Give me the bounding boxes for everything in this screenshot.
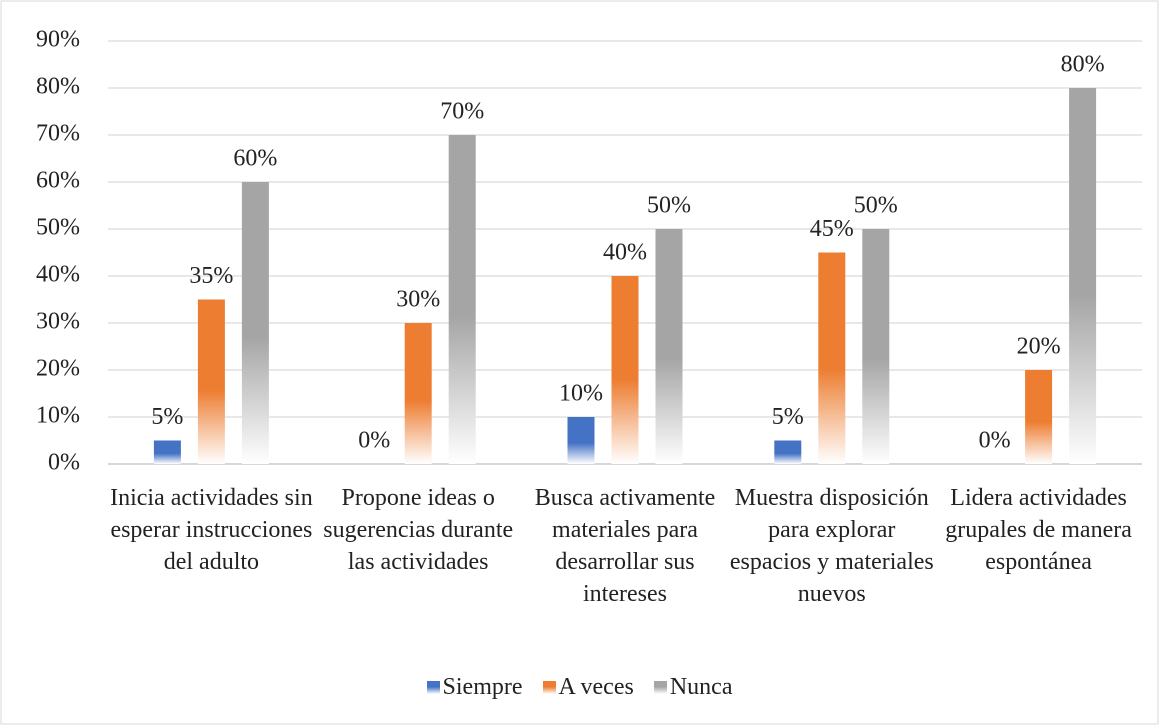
- data-label: 30%: [396, 287, 440, 313]
- data-label: 50%: [854, 193, 898, 219]
- data-label: 20%: [1017, 334, 1061, 360]
- data-label: 45%: [810, 216, 854, 242]
- bar: [1025, 370, 1053, 464]
- bar: [655, 229, 683, 464]
- x-tick-label: Inicia actividades sin esperar instrucci…: [110, 485, 313, 575]
- bar: [774, 440, 802, 464]
- data-label: 35%: [189, 263, 233, 289]
- y-tick-label: 40%: [36, 262, 80, 288]
- y-tick-label: 10%: [36, 403, 80, 429]
- legend-swatch: [653, 681, 667, 694]
- y-tick-label: 90%: [36, 27, 80, 53]
- bar: [197, 299, 225, 464]
- y-tick-label: 50%: [36, 215, 80, 241]
- data-label: 70%: [440, 99, 484, 125]
- x-tick-label: Propone ideas o sugerencias durante las …: [323, 485, 514, 575]
- y-tick-label: 60%: [36, 168, 80, 194]
- legend-item: Siempre: [426, 674, 523, 701]
- y-tick-label: 0%: [48, 450, 80, 476]
- bar: [611, 276, 639, 464]
- data-label: 5%: [151, 404, 183, 430]
- bar: [1069, 88, 1097, 464]
- bar: [404, 323, 432, 464]
- legend-label: Nunca: [669, 674, 733, 700]
- legend-item: A veces: [542, 674, 634, 701]
- legend-swatch: [542, 681, 556, 694]
- bar: [567, 417, 595, 464]
- bar: [862, 229, 890, 464]
- legend-swatch: [426, 681, 440, 694]
- bar: [818, 252, 846, 464]
- x-tick-label: Busca activamente materiales para desarr…: [534, 485, 716, 607]
- data-label: 0%: [979, 428, 1011, 454]
- legend-label: A veces: [558, 674, 634, 700]
- y-tick-label: 80%: [36, 74, 80, 100]
- data-label: 5%: [772, 404, 804, 430]
- legend-item: Nunca: [653, 674, 733, 701]
- bar: [153, 440, 181, 464]
- data-label: 60%: [233, 146, 277, 172]
- bar: [241, 182, 269, 464]
- legend: Siempre A veces Nunca: [0, 674, 1159, 701]
- y-tick-label: 20%: [36, 356, 80, 382]
- bar: [448, 135, 476, 464]
- legend-label: Siempre: [442, 674, 523, 700]
- data-label: 80%: [1061, 52, 1105, 78]
- data-label: 10%: [559, 381, 603, 407]
- data-label: 50%: [647, 193, 691, 219]
- y-tick-label: 70%: [36, 121, 80, 147]
- data-label: 0%: [358, 428, 390, 454]
- x-tick-label: Lidera actividades grupales de manera es…: [945, 485, 1132, 575]
- y-tick-label: 30%: [36, 309, 80, 335]
- data-label: 40%: [603, 240, 647, 266]
- x-tick-label: Muestra disposición para explorar espaci…: [729, 485, 934, 607]
